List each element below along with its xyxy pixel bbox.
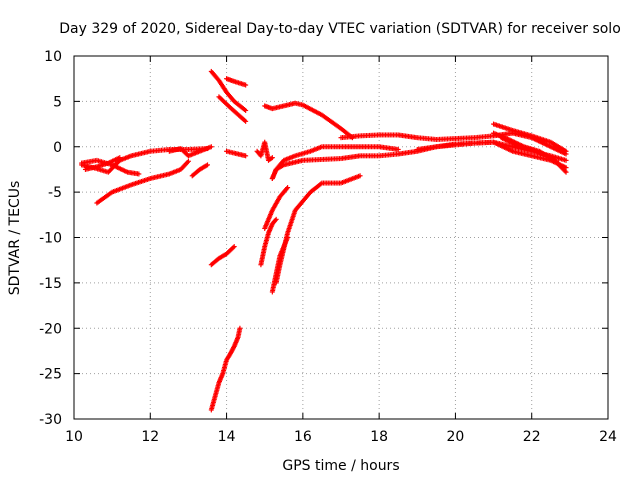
data-track: [208, 244, 237, 268]
y-tick-label: 10: [44, 49, 62, 65]
data-track: [498, 135, 561, 166]
data-track: [258, 216, 279, 268]
y-tick-label: -20: [39, 321, 62, 337]
data-track: [254, 139, 275, 163]
x-tick-labels: 10 12 14 16 18 20 22 24: [65, 429, 617, 445]
data-track: [94, 158, 191, 206]
x-tick-label: 12: [141, 429, 159, 445]
data-track: [262, 185, 291, 231]
data-track: [269, 144, 401, 182]
y-tick-label: -5: [48, 185, 62, 201]
data-track: [224, 148, 249, 159]
data-track: [82, 155, 123, 172]
data-track: [491, 121, 569, 154]
y-tick-label: 5: [53, 94, 62, 110]
data-track: [262, 100, 355, 141]
data-track: [189, 162, 210, 179]
y-tick-label: 0: [53, 140, 62, 156]
data-track: [224, 76, 249, 88]
grid-lines: [74, 56, 608, 419]
x-tick-label: 24: [599, 429, 617, 445]
data-track: [208, 325, 243, 413]
data-track: [273, 173, 363, 286]
data-track: [166, 144, 214, 159]
y-tick-label: -15: [39, 276, 62, 292]
y-tick-label: -30: [39, 412, 62, 428]
y-tick-label: -25: [39, 367, 62, 383]
chart-title: Day 329 of 2020, Sidereal Day-to-day VTE…: [59, 21, 621, 37]
x-tick-label: 20: [447, 429, 465, 445]
y-tick-labels: -30 -25 -20 -15 -10 -5 0 5 10: [39, 49, 62, 428]
x-axis-label: GPS time / hours: [282, 458, 399, 474]
x-tick-label: 18: [370, 429, 388, 445]
x-tick-label: 10: [65, 429, 83, 445]
data-track: [216, 94, 249, 124]
y-axis-label: SDTVAR / TECUs: [7, 181, 23, 296]
data-points: [79, 68, 569, 413]
x-tick-label: 16: [294, 429, 312, 445]
y-tick-label: -10: [39, 231, 62, 247]
x-tick-label: 14: [218, 429, 236, 445]
x-tick-label: 22: [523, 429, 541, 445]
data-track: [208, 68, 249, 113]
axis-ticks: [73, 55, 609, 420]
